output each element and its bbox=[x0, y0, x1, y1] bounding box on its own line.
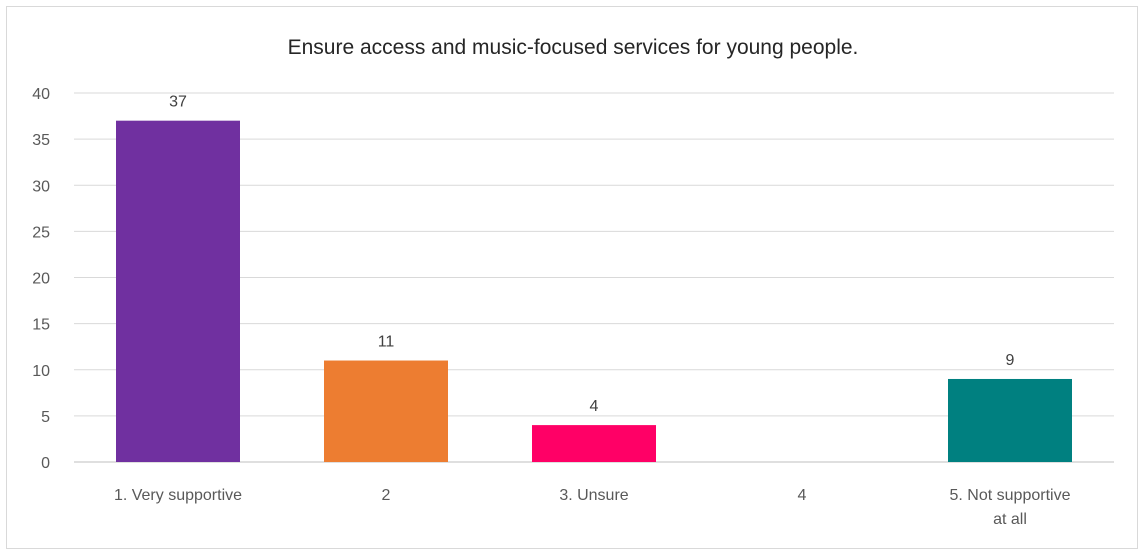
y-tick-label-20: 20 bbox=[32, 271, 50, 288]
y-tick-label-35: 35 bbox=[32, 132, 50, 149]
x-tick-label-1: 1. Very supportive bbox=[114, 487, 242, 504]
y-tick-label-10: 10 bbox=[32, 363, 50, 380]
data-label-2: 11 bbox=[378, 334, 395, 351]
bar-2 bbox=[324, 360, 448, 462]
data-label-5: 9 bbox=[1006, 352, 1015, 369]
y-tick-label-15: 15 bbox=[32, 317, 50, 334]
y-tick-label-5: 5 bbox=[41, 409, 50, 426]
data-label-3: 4 bbox=[590, 398, 599, 415]
data-label-1: 37 bbox=[169, 94, 187, 111]
x-tick-label-2: 2 bbox=[382, 487, 391, 504]
bar-3 bbox=[532, 425, 656, 462]
x-tick-label-3: 3. Unsure bbox=[559, 487, 628, 504]
y-tick-label-40: 40 bbox=[32, 86, 50, 103]
y-tick-label-0: 0 bbox=[41, 455, 50, 472]
y-tick-label-25: 25 bbox=[32, 224, 50, 241]
y-tick-label-30: 30 bbox=[32, 178, 50, 195]
x-tick-label-4: 4 bbox=[798, 487, 807, 504]
bar-5 bbox=[948, 378, 1072, 462]
x-tick-label-5: 5. Not supportive at all bbox=[950, 487, 1071, 528]
chart-title: Ensure access and music-focused services… bbox=[287, 36, 859, 59]
bar-1 bbox=[116, 120, 240, 463]
